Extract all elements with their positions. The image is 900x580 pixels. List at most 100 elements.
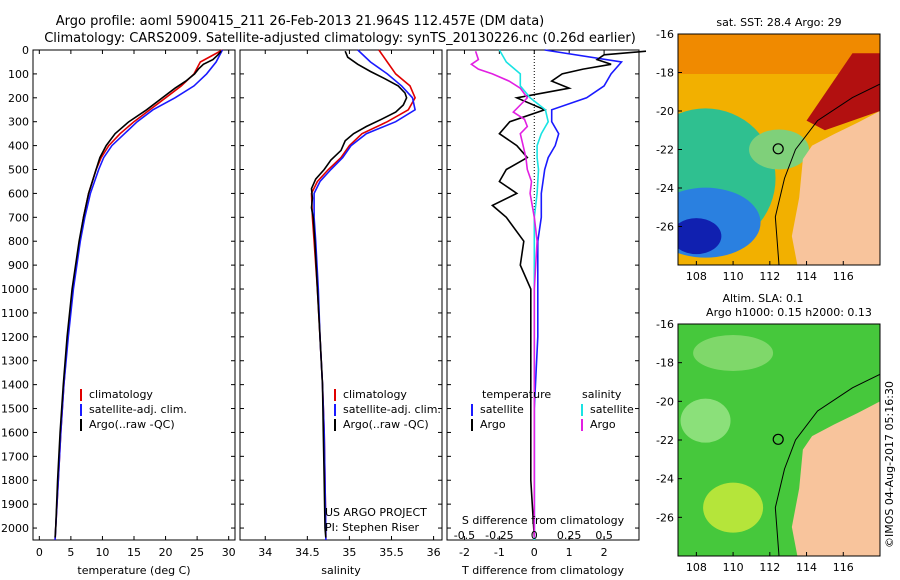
depth-tick-label: 0	[22, 44, 29, 57]
s-tick-label: -0.25	[485, 529, 513, 542]
lat-tick-label: -24	[656, 182, 674, 195]
difference-frame	[446, 49, 640, 541]
series-argo-raw-qc-	[310, 50, 408, 538]
legend-label: Argo	[590, 418, 616, 431]
lat-tick-label: -20	[656, 395, 674, 408]
s-tick-label: 0.5	[595, 529, 613, 542]
land-mass	[791, 401, 880, 556]
x-axis-label: T difference from climatology	[461, 564, 624, 577]
isobath-line	[774, 373, 880, 556]
lat-tick-label: -18	[656, 67, 674, 80]
depth-tick-label: 800	[8, 235, 29, 248]
series-t-satellite	[533, 49, 624, 540]
depth-tick-label: 400	[8, 140, 29, 153]
lon-tick-label: 114	[796, 561, 817, 574]
lon-tick-label: 110	[723, 270, 744, 283]
depth-tick-label: 1200	[1, 331, 29, 344]
argo-position-marker	[772, 433, 784, 445]
map-sst: 108 110 112 114 116 -16 -18 -20 -22 -24 -26	[656, 28, 881, 283]
lon-tick-label: 114	[796, 270, 817, 283]
map-field	[678, 34, 880, 265]
x-tick-label: 36	[427, 546, 441, 559]
s-axis-label: S difference from climatology	[462, 514, 625, 527]
x-tick-label: -2	[459, 546, 470, 559]
sla-patch	[693, 335, 774, 371]
map-sla: 108 110 112 114 116 -16 -18 -20 -22 -24 -26	[656, 318, 881, 574]
x-tick-label: 0	[531, 546, 538, 559]
legend-label: Argo	[480, 418, 506, 431]
legend-label: satellite	[590, 403, 634, 416]
sla-patch	[680, 398, 731, 443]
x-tick-label: 10	[95, 546, 109, 559]
lon-tick-label: 116	[833, 270, 854, 283]
series-argo-raw-qc-	[54, 50, 222, 538]
lon-tick-label: 110	[723, 561, 744, 574]
map-sla-subtitle: Argo h1000: 0.15 h2000: 0.13	[706, 306, 872, 319]
depth-tick-label: 1500	[1, 403, 29, 416]
x-tick-label: 35.5	[379, 546, 404, 559]
project-annotation: PI: Stephen Riser	[325, 521, 420, 534]
legend-label: satellite-adj. clim.	[89, 403, 187, 416]
depth-tick-label: 1600	[1, 426, 29, 439]
legend-label: satellite	[480, 403, 524, 416]
argo-position-marker	[772, 143, 784, 155]
depth-tick-label: 2000	[1, 522, 29, 535]
map-sla-title: Altim. SLA: 0.1	[722, 292, 803, 305]
depth-tick-label: 300	[8, 116, 29, 129]
lon-tick-label: 108	[686, 561, 707, 574]
series-t-argo	[490, 50, 647, 538]
x-tick-label: 30	[222, 546, 236, 559]
isobath-line	[774, 83, 880, 265]
legend-label: climatology	[89, 388, 153, 401]
temperature-frame	[32, 49, 236, 541]
depth-tick-label: 1300	[1, 355, 29, 368]
x-axis-label: temperature (deg C)	[77, 564, 190, 577]
legend-label: climatology	[343, 388, 407, 401]
legend-group-title: temperature	[482, 388, 551, 401]
x-axis-label: salinity	[321, 564, 361, 577]
lat-tick-label: -26	[656, 221, 674, 234]
s-tick-label: 0	[531, 529, 538, 542]
depth-tick-label: 1900	[1, 498, 29, 511]
project-annotation: US ARGO PROJECT	[325, 506, 427, 519]
legend-label: Argo(..raw -QC)	[343, 418, 429, 431]
depth-tick-label: 1100	[1, 307, 29, 320]
x-tick-label: 1	[566, 546, 573, 559]
figure-title-line2: Climatology: CARS2009. Satellite-adjuste…	[44, 31, 636, 46]
x-tick-label: 35	[342, 546, 356, 559]
depth-tick-label: 1700	[1, 450, 29, 463]
depth-tick-label: 900	[8, 259, 29, 272]
lon-tick-label: 116	[833, 561, 854, 574]
depth-tick-label: 500	[8, 164, 29, 177]
sst-hot-coast	[806, 53, 880, 131]
land-mass	[791, 111, 880, 265]
depth-tick-label: 100	[8, 68, 29, 81]
copyright-stamp: ©IMOS 04-Aug-2017 05:16:30	[883, 381, 896, 548]
lat-tick-label: -18	[656, 357, 674, 370]
lon-tick-label: 112	[759, 270, 780, 283]
lat-tick-label: -22	[656, 434, 674, 447]
lon-tick-label: 112	[759, 561, 780, 574]
legend-group-title: salinity	[582, 388, 622, 401]
depth-tick-label: 200	[8, 92, 29, 105]
x-tick-label: 34.5	[295, 546, 320, 559]
sst-coldest-region	[678, 218, 722, 255]
lat-tick-label: -20	[656, 105, 674, 118]
series-s-argo	[469, 50, 538, 538]
x-tick-label: 25	[190, 546, 204, 559]
lat-tick-label: -22	[656, 144, 674, 157]
lon-tick-label: 108	[686, 270, 707, 283]
x-tick-label: 0	[36, 546, 43, 559]
depth-tick-label: 1000	[1, 283, 29, 296]
map-panels: 108 110 112 114 116 -16 -18 -20 -22 -24 -26 sat. SS…	[656, 16, 881, 574]
lat-tick-label: -24	[656, 473, 674, 486]
x-tick-label: 20	[159, 546, 173, 559]
legend-label: Argo(..raw -QC)	[89, 418, 175, 431]
sst-mid-region	[749, 129, 809, 170]
x-tick-label: -1	[494, 546, 505, 559]
panel-salinity: 34 34.5 35 35.5 36 salinity climatology satelli…	[239, 49, 443, 577]
s-tick-label: 0.25	[557, 529, 582, 542]
lat-tick-label: -26	[656, 511, 674, 524]
x-tick-label: 34	[258, 546, 272, 559]
depth-tick-label: 700	[8, 211, 29, 224]
